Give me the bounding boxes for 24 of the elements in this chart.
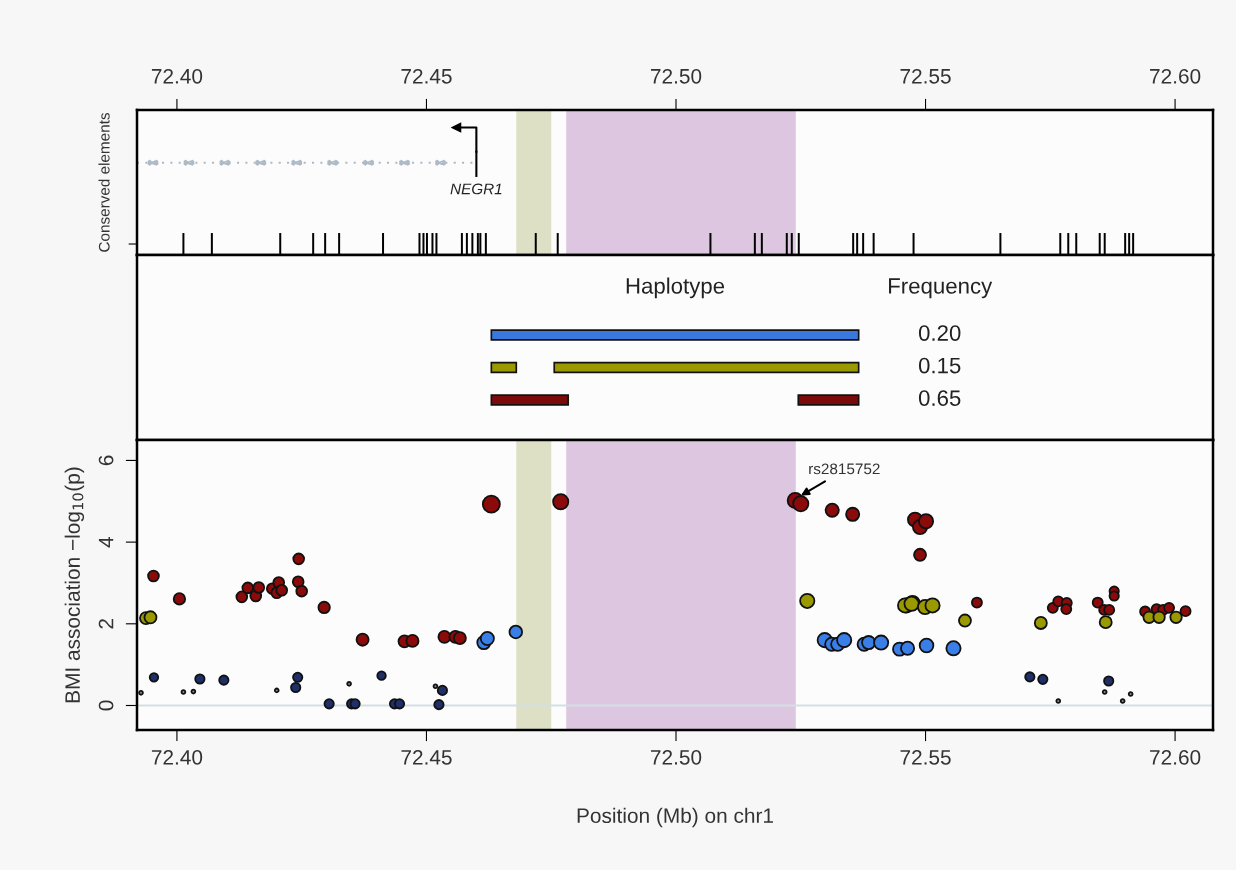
x-tick-label: 72.45 bbox=[401, 68, 452, 84]
text: Frequency bbox=[889, 278, 993, 299]
y-tick-label: 6 bbox=[98, 455, 114, 466]
x-tick-label: 72.55 bbox=[900, 68, 951, 84]
y-tick-label: 4 bbox=[98, 536, 114, 548]
x-tick-label: 72.60 bbox=[1150, 68, 1201, 84]
annotation: rs2815752 bbox=[809, 463, 880, 475]
x-tick-label: 72.55 bbox=[900, 749, 951, 765]
x-axis-title: Position (Mb) on chr1 bbox=[577, 807, 773, 828]
y-tick-label: 0.65 bbox=[918, 390, 961, 406]
x-tick-label: 72.45 bbox=[401, 749, 452, 765]
x-tick-label: 72.40 bbox=[151, 68, 203, 84]
x-tick-label: 72.50 bbox=[651, 68, 702, 84]
y-axis-title: Conserved elements bbox=[98, 112, 110, 252]
y-tick-label: 0.20 bbox=[918, 325, 961, 341]
y-axis-title: BMI association −log$_{10}$(p) bbox=[64, 467, 85, 703]
chart-title: Haplotype bbox=[626, 277, 725, 299]
y-tick-label: 0.15 bbox=[918, 357, 961, 374]
y-tick-label: 0 bbox=[98, 700, 114, 711]
x-tick-label: 72.60 bbox=[1150, 749, 1201, 765]
y-tick-label: 2 bbox=[98, 619, 114, 629]
x-tick-label: 72.50 bbox=[651, 749, 702, 765]
x-tick-label: 72.40 bbox=[151, 749, 203, 765]
ref-line-label: NEGR1 bbox=[450, 183, 502, 195]
